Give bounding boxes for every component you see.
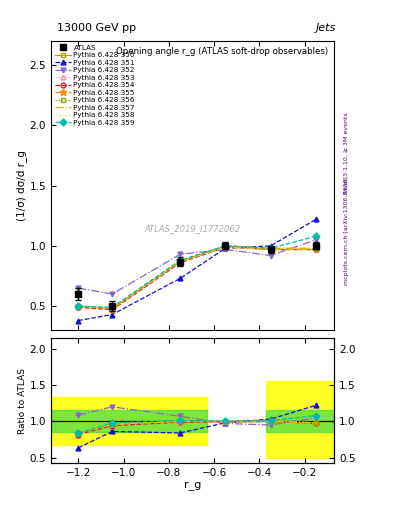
Text: Rivet 3.1.10, ≥ 3M events: Rivet 3.1.10, ≥ 3M events [344,113,349,195]
Text: mcplots.cern.ch [arXiv:1306.3436]: mcplots.cern.ch [arXiv:1306.3436] [344,176,349,285]
Text: Jets: Jets [316,23,336,33]
X-axis label: r_g: r_g [184,481,201,491]
Y-axis label: Ratio to ATLAS: Ratio to ATLAS [18,368,27,434]
Legend: ATLAS, Pythia 6.428 350, Pythia 6.428 351, Pythia 6.428 352, Pythia 6.428 353, P: ATLAS, Pythia 6.428 350, Pythia 6.428 35… [53,43,136,127]
Y-axis label: (1/σ) dσ/d r_g: (1/σ) dσ/d r_g [16,150,27,221]
Text: ATLAS_2019_I1772062: ATLAS_2019_I1772062 [145,224,241,233]
Text: 13000 GeV pp: 13000 GeV pp [57,23,136,33]
Text: Opening angle r_g (ATLAS soft-drop observables): Opening angle r_g (ATLAS soft-drop obser… [116,47,329,56]
